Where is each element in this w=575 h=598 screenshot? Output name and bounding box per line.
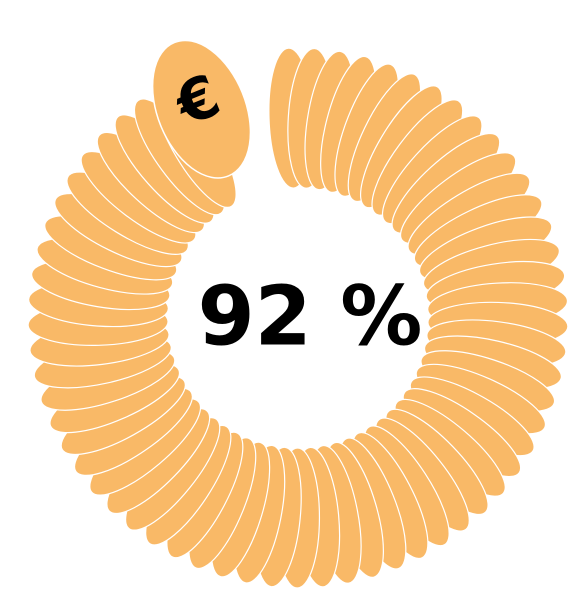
progress-ring: € [27, 39, 569, 589]
progress-arc [27, 39, 569, 589]
value-label: 92 % [198, 269, 423, 364]
coin-face [151, 39, 252, 179]
